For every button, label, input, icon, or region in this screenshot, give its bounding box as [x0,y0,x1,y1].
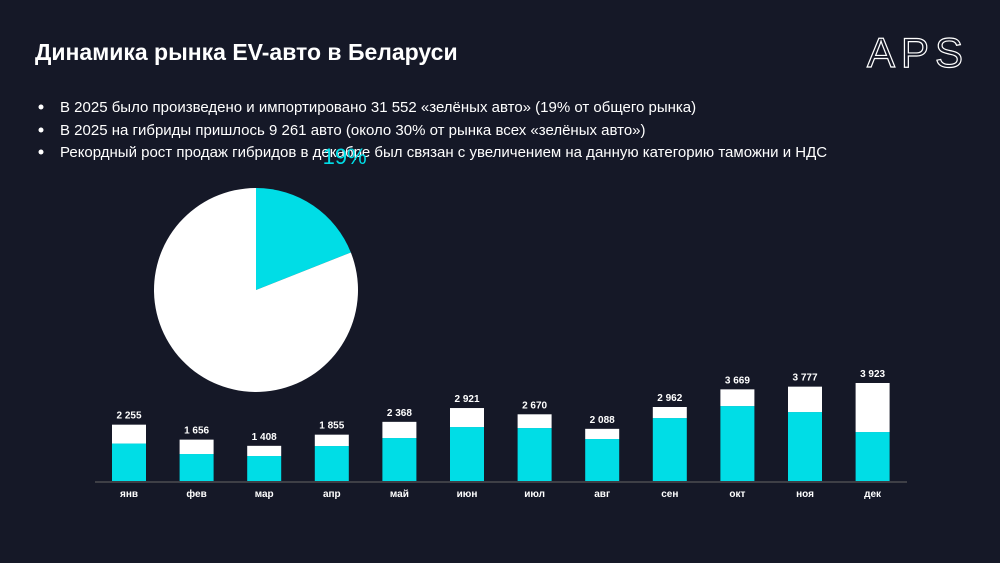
pie-slice [256,188,351,290]
bar-segment [179,454,214,481]
total-label: 2 368 [387,408,412,419]
bar-segment [585,428,620,440]
bullet-dot [38,127,44,133]
x-tick-label: мар [255,489,274,500]
x-tick-label: окт [729,489,745,500]
x-tick-label: апр [323,489,341,500]
bullets: В 2025 было произведено и импортировано … [38,99,827,161]
bar-segment [314,434,349,447]
bullet-text: Рекордный рост продаж гибридов в декабре… [60,144,827,161]
bar-segment [855,383,890,433]
bar-segment [382,421,417,439]
x-tick-label: авг [594,489,610,500]
total-label: 2 962 [657,393,682,404]
bar-segment [585,439,620,481]
total-label: 1 656 [184,426,209,437]
x-tick-label: янв [120,489,138,500]
bar-segment [517,428,552,481]
bar-segment [450,408,484,428]
bar-segment [314,446,349,481]
bullet-dot [38,104,44,110]
x-tick-label: май [390,489,409,500]
bullet-text: В 2025 на гибриды пришлось 9 261 авто (о… [60,122,646,139]
pie-slice [154,188,358,392]
bar-segment [652,407,687,419]
pie-value-label: 19% [323,144,367,169]
bar-segment [720,389,755,407]
bar-segment [112,424,146,444]
total-label: 3 923 [860,369,885,380]
bullet-text: В 2025 было произведено и импортировано … [60,99,696,116]
slide-title: Динамика рынка EV-авто в Беларуси [35,39,458,65]
total-label: 1 855 [319,421,344,432]
bar-segment [247,445,282,457]
bar-segment [179,439,214,455]
bar-segment [517,414,552,429]
bar-segment [855,432,890,481]
bar-segment [382,438,417,481]
x-tick-label: июн [457,489,478,500]
bar-segment [652,418,687,481]
x-tick-label: фев [186,488,206,500]
bar-segment [112,443,146,481]
total-label: 2 921 [454,394,479,405]
bullet-dot [38,149,44,155]
total-label: 1 408 [252,432,277,443]
x-tick-label: ноя [796,489,814,500]
x-tick-label: сен [661,489,678,500]
bar-segment [788,412,822,481]
total-label: 2 670 [522,400,547,411]
bar-segment [247,456,282,481]
total-label: 3 669 [725,375,750,386]
x-tick-label: июл [524,489,545,500]
bar-segment [788,386,822,413]
logo: APS [867,29,969,76]
x-tick-label: дек [864,489,882,500]
total-label: 2 088 [590,415,615,426]
total-label: 2 255 [116,411,141,422]
bar-segment [450,427,484,481]
total-label: 3 777 [792,373,817,384]
bar-segment [720,406,755,481]
